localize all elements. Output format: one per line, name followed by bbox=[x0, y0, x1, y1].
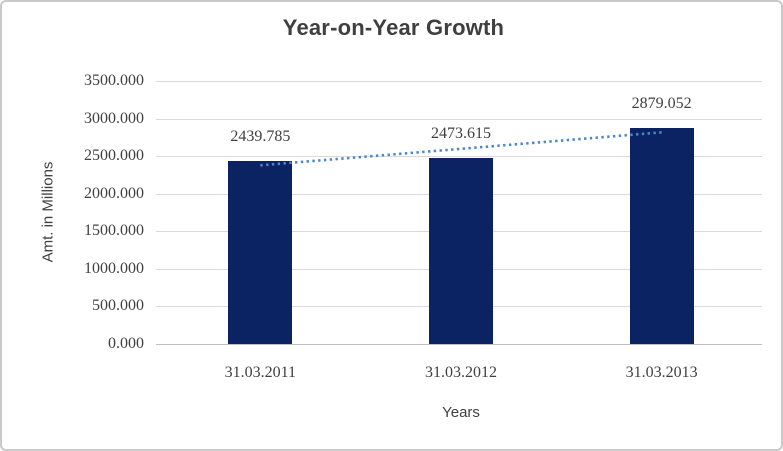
x-tick-label: 31.03.2011 bbox=[224, 364, 297, 381]
y-tick-label: 3500.000 bbox=[84, 72, 144, 89]
x-tick-label: 31.03.2012 bbox=[425, 364, 497, 381]
y-tick-label: 0.000 bbox=[108, 335, 144, 352]
x-axis-baseline bbox=[156, 344, 762, 345]
y-tick-label: 1000.000 bbox=[84, 259, 144, 277]
data-label: 2439.785 bbox=[230, 127, 291, 145]
y-tick-label: 2000.000 bbox=[84, 184, 144, 202]
bar-31.03.2011 bbox=[228, 160, 293, 344]
plot-area bbox=[156, 81, 762, 345]
x-axis-title: Years bbox=[442, 404, 480, 421]
bar-31.03.2012 bbox=[429, 158, 493, 344]
data-label: 2879.052 bbox=[631, 94, 692, 112]
chart-title: Year-on-Year Growth bbox=[282, 15, 505, 40]
y-tick-label: 1500.000 bbox=[84, 222, 144, 240]
gridline bbox=[156, 118, 762, 120]
y-tick-label: 3000.000 bbox=[84, 109, 144, 127]
x-tick-label: 31.03.2013 bbox=[625, 364, 698, 381]
y-tick-label: 500.000 bbox=[92, 297, 144, 315]
y-axis-title: Amt. in Millions bbox=[39, 161, 57, 263]
data-label: 2473.615 bbox=[431, 125, 491, 143]
y-tick-label: 2500.000 bbox=[84, 147, 144, 165]
gridline bbox=[156, 81, 762, 82]
bar-31.03.2013 bbox=[629, 127, 694, 344]
